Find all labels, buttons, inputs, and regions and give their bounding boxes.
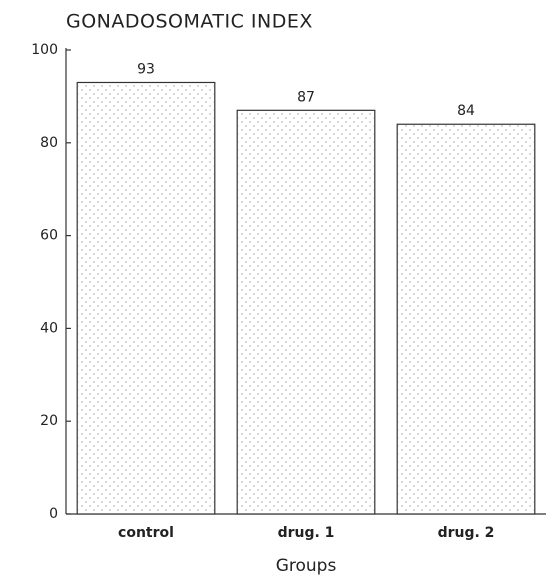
y-tick-label: 80 xyxy=(40,135,58,151)
y-tick-label: 0 xyxy=(49,506,58,522)
bar-pattern xyxy=(78,83,214,513)
data-label: 93 xyxy=(137,61,155,77)
y-tick-label: 40 xyxy=(40,320,58,336)
bar-pattern xyxy=(238,111,374,513)
y-tick-label: 100 xyxy=(31,42,58,58)
x-axis-label: Groups xyxy=(276,556,337,576)
bar-pattern xyxy=(398,125,534,514)
data-label: 84 xyxy=(457,103,475,119)
data-label: 87 xyxy=(297,89,315,105)
chart-title: GONADOSOMATIC INDEX xyxy=(66,11,313,33)
x-tick-label: drug. 1 xyxy=(278,525,335,541)
x-tick-label: drug. 2 xyxy=(438,525,495,541)
x-tick-label: control xyxy=(118,525,174,541)
y-tick-label: 20 xyxy=(40,413,58,429)
y-tick-label: 60 xyxy=(40,228,58,244)
